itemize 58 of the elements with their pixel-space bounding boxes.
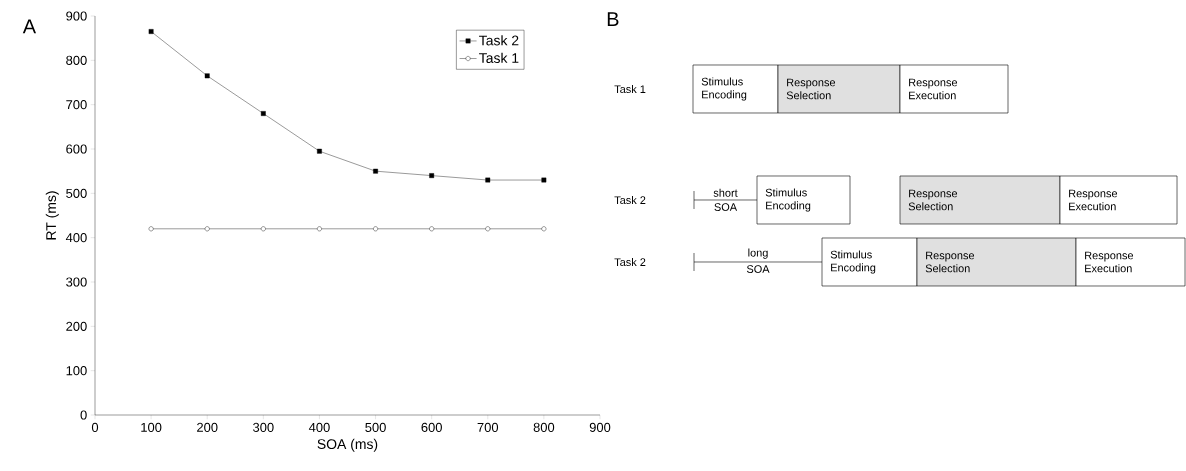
point [260, 111, 266, 116]
point [373, 226, 378, 232]
x-tick-label: 100 [141, 422, 162, 432]
text: Response Execution [1069, 189, 1118, 211]
point [317, 148, 322, 154]
x-axis-title: SOA (ms) [317, 438, 378, 452]
text: Response Selection [925, 251, 975, 273]
x-tick-label: 300 [253, 422, 274, 432]
point [541, 177, 547, 183]
y-tick-label: 0 [80, 410, 87, 420]
point [148, 29, 154, 34]
y-tick-label: 400 [65, 233, 87, 243]
y-tick-label: 700 [66, 100, 87, 110]
point [204, 226, 210, 232]
point [485, 177, 491, 183]
text: Stimulus Encoding [701, 77, 747, 101]
x-tick-label: 700 [477, 422, 499, 432]
point [148, 226, 154, 232]
y-tick-label: 900 [66, 11, 87, 21]
text: short [713, 188, 738, 197]
text: Task 2 [614, 257, 646, 267]
y-tick-label: 300 [66, 277, 87, 287]
text: SOA [714, 203, 738, 211]
text: SOA [746, 265, 770, 273]
text: Response Execution [909, 78, 958, 100]
text: Stimulus Encoding [765, 188, 811, 212]
text: Response Selection [908, 189, 958, 211]
y-tick-label: 100 [66, 366, 87, 376]
x-tick-label: 800 [533, 422, 555, 432]
x-tick-label: 200 [197, 422, 218, 432]
y-tick-label: 200 [66, 321, 87, 331]
x-tick-label: 500 [365, 422, 386, 432]
legend-label: Task 1 [479, 52, 519, 63]
text: Stimulus Encoding [830, 250, 876, 274]
x-tick-label: 600 [421, 422, 442, 432]
text: Response Selection [786, 78, 836, 100]
text: B [607, 12, 619, 26]
text: Response Execution [1085, 251, 1134, 273]
point [317, 226, 322, 232]
y-tick-label: 600 [66, 144, 87, 154]
point [204, 73, 210, 79]
y-tick-label: 500 [66, 188, 87, 198]
point [429, 226, 435, 232]
text: long [748, 248, 768, 259]
chart-title: A [22, 19, 37, 34]
legend-label: Task 2 [479, 35, 519, 46]
point [429, 173, 435, 178]
y-axis-title: RT (ms) [45, 191, 59, 240]
x-tick-label: 0 [91, 422, 99, 432]
point [485, 226, 491, 232]
text: Task 2 [614, 195, 646, 205]
point [260, 226, 266, 232]
x-tick-label: 900 [589, 422, 611, 432]
point [373, 168, 378, 174]
x-tick-label: 400 [308, 422, 330, 432]
point [541, 226, 547, 232]
text: Task 1 [614, 84, 646, 94]
y-tick-label: 800 [66, 55, 87, 65]
